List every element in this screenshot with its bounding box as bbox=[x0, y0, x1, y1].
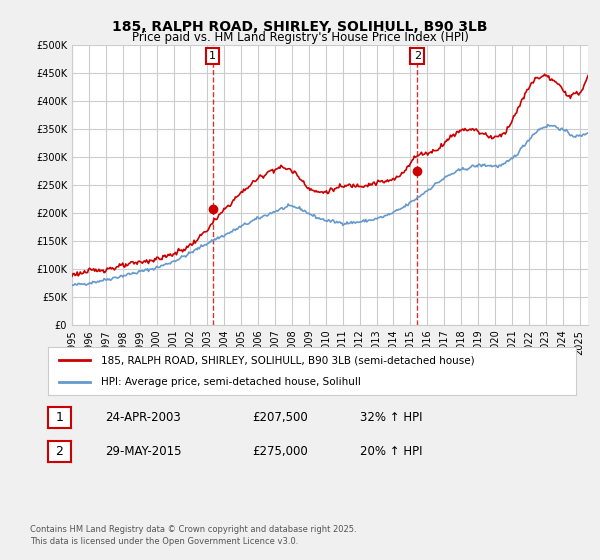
Text: Contains HM Land Registry data © Crown copyright and database right 2025.
This d: Contains HM Land Registry data © Crown c… bbox=[30, 525, 356, 546]
Text: 2: 2 bbox=[414, 51, 421, 61]
Text: 24-APR-2003: 24-APR-2003 bbox=[105, 411, 181, 424]
Text: 185, RALPH ROAD, SHIRLEY, SOLIHULL, B90 3LB (semi-detached house): 185, RALPH ROAD, SHIRLEY, SOLIHULL, B90 … bbox=[101, 355, 475, 365]
Text: 20% ↑ HPI: 20% ↑ HPI bbox=[360, 445, 422, 458]
Text: 1: 1 bbox=[55, 411, 64, 424]
Text: Price paid vs. HM Land Registry's House Price Index (HPI): Price paid vs. HM Land Registry's House … bbox=[131, 31, 469, 44]
Text: £207,500: £207,500 bbox=[252, 411, 308, 424]
Text: 32% ↑ HPI: 32% ↑ HPI bbox=[360, 411, 422, 424]
Text: 2: 2 bbox=[55, 445, 64, 458]
Text: 185, RALPH ROAD, SHIRLEY, SOLIHULL, B90 3LB: 185, RALPH ROAD, SHIRLEY, SOLIHULL, B90 … bbox=[112, 20, 488, 34]
Text: HPI: Average price, semi-detached house, Solihull: HPI: Average price, semi-detached house,… bbox=[101, 377, 361, 387]
Text: 1: 1 bbox=[209, 51, 216, 61]
Text: £275,000: £275,000 bbox=[252, 445, 308, 458]
Text: 29-MAY-2015: 29-MAY-2015 bbox=[105, 445, 182, 458]
